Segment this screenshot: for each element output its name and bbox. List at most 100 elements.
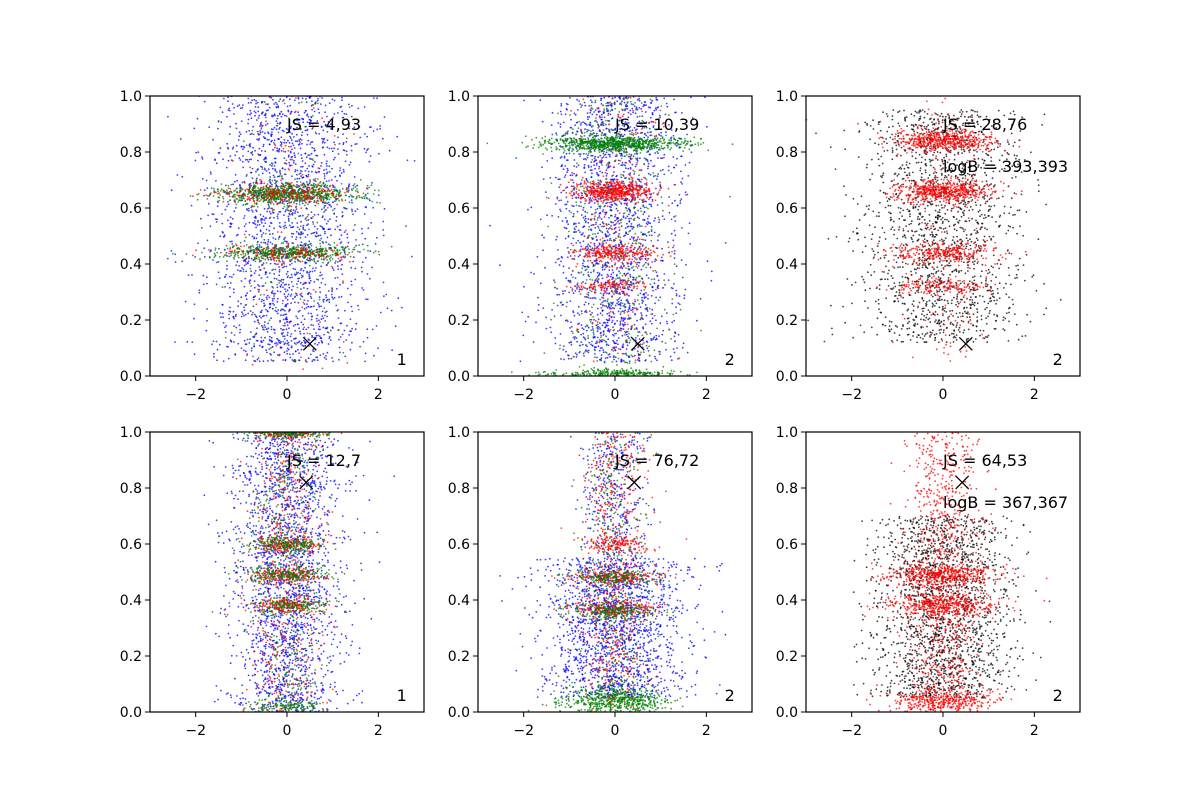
- point: [318, 296, 321, 299]
- point: [349, 318, 352, 320]
- point: [311, 170, 313, 173]
- point: [334, 175, 337, 178]
- point: [290, 181, 293, 184]
- point: [321, 97, 323, 99]
- point: [313, 260, 316, 263]
- point: [621, 323, 624, 326]
- point: [317, 302, 319, 304]
- point: [320, 161, 323, 164]
- point: [327, 194, 330, 197]
- point: [571, 204, 574, 207]
- point: [354, 267, 357, 270]
- point: [686, 133, 688, 136]
- point: [222, 197, 225, 200]
- point: [391, 349, 393, 352]
- point: [290, 281, 293, 283]
- point: [383, 295, 385, 298]
- point: [333, 113, 336, 115]
- point: [270, 212, 272, 215]
- point: [260, 182, 263, 185]
- point: [284, 313, 286, 316]
- point: [284, 324, 286, 327]
- point: [350, 284, 353, 286]
- point: [260, 121, 263, 124]
- point: [310, 312, 312, 315]
- point: [310, 305, 313, 308]
- point: [303, 111, 306, 114]
- point: [213, 252, 216, 255]
- point: [317, 102, 319, 105]
- point: [276, 195, 279, 197]
- point: [205, 194, 208, 197]
- point: [309, 255, 312, 258]
- point: [612, 271, 615, 274]
- point: [310, 184, 313, 187]
- point: [269, 164, 271, 166]
- point: [314, 291, 317, 293]
- point: [305, 216, 308, 219]
- point: [584, 171, 586, 174]
- point: [315, 231, 318, 234]
- point: [253, 205, 256, 208]
- point: [603, 96, 606, 99]
- point: [277, 131, 280, 134]
- point: [596, 330, 599, 333]
- point: [326, 165, 328, 167]
- point: [301, 260, 304, 263]
- point: [309, 200, 311, 203]
- point: [278, 260, 280, 262]
- point: [258, 154, 261, 157]
- point: [197, 151, 200, 154]
- y-tick-label: 0.8: [120, 145, 142, 161]
- point: [265, 314, 268, 317]
- point: [324, 311, 327, 314]
- point: [607, 228, 610, 230]
- point: [296, 173, 298, 176]
- point: [239, 331, 241, 334]
- point: [336, 244, 338, 247]
- point: [222, 316, 225, 318]
- point: [298, 309, 301, 312]
- point: [627, 96, 630, 99]
- point: [294, 178, 296, 181]
- point: [282, 207, 284, 210]
- point: [654, 338, 657, 341]
- point: [287, 220, 290, 223]
- point: [645, 296, 647, 299]
- point: [691, 144, 694, 147]
- point: [332, 158, 335, 161]
- point: [249, 247, 252, 250]
- point: [299, 236, 302, 239]
- point: [288, 195, 291, 197]
- point: [356, 188, 358, 190]
- point: [310, 116, 313, 118]
- point: [290, 187, 293, 189]
- point: [258, 246, 261, 248]
- point: [263, 253, 266, 256]
- point: [647, 297, 649, 300]
- point: [598, 115, 601, 118]
- point: [309, 332, 311, 335]
- point: [249, 191, 252, 194]
- point: [562, 168, 565, 171]
- point: [281, 250, 284, 253]
- point: [325, 294, 327, 297]
- point: [288, 198, 290, 201]
- point: [599, 328, 601, 330]
- point: [282, 150, 285, 153]
- point: [329, 339, 332, 341]
- point: [250, 171, 253, 174]
- point: [238, 191, 241, 194]
- point: [595, 340, 598, 343]
- point: [675, 293, 678, 295]
- point: [280, 327, 282, 330]
- point: [300, 220, 302, 223]
- point: [602, 196, 605, 199]
- point: [332, 209, 334, 212]
- point: [257, 221, 259, 223]
- point: [292, 251, 295, 254]
- point: [230, 223, 232, 226]
- point: [249, 151, 252, 154]
- point: [241, 311, 243, 314]
- point: [649, 106, 652, 109]
